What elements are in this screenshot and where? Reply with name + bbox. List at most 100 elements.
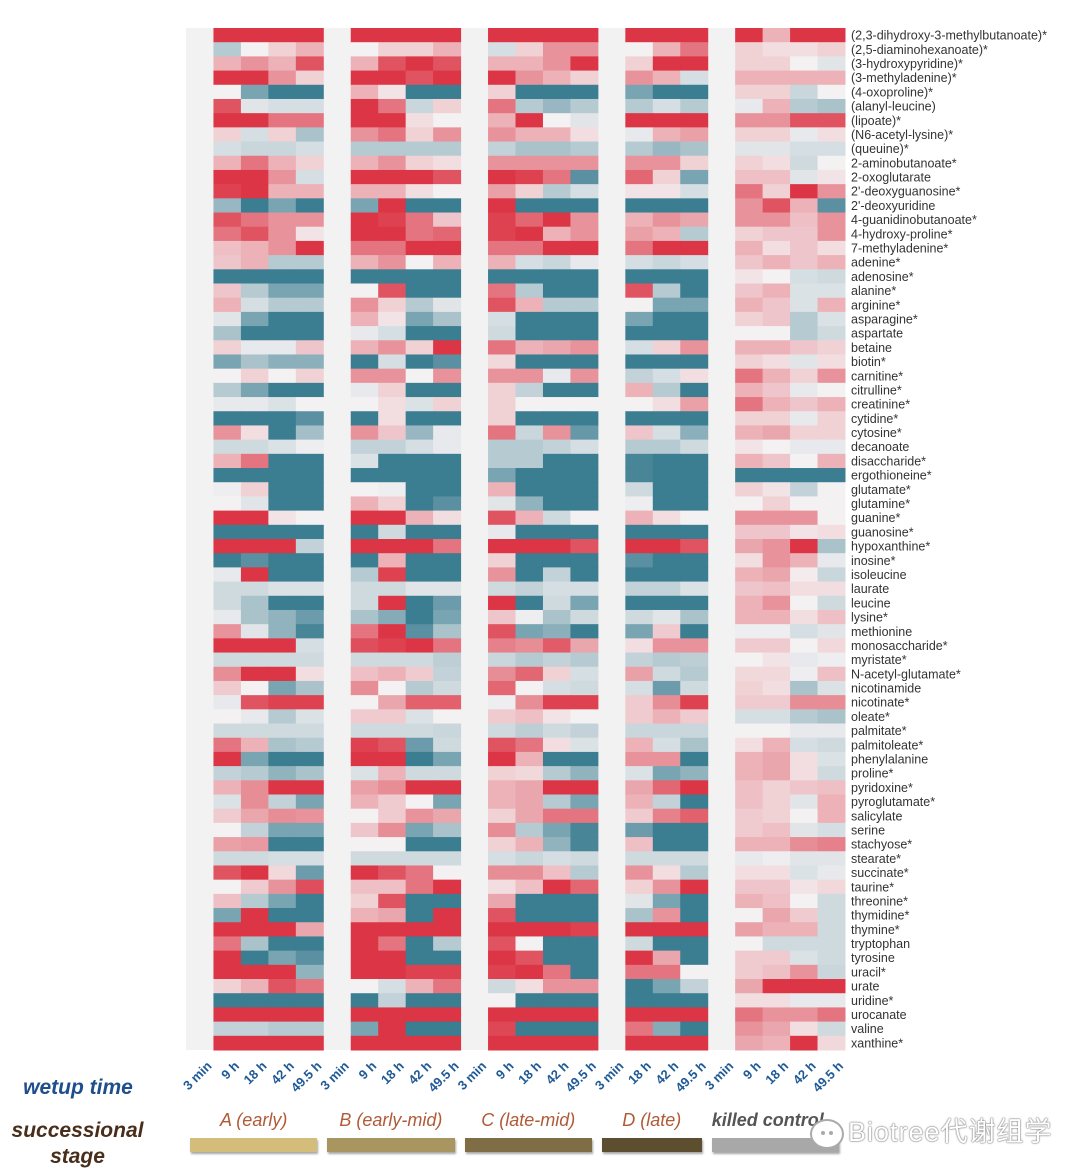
heatmap-cell — [817, 468, 846, 483]
heatmap-cell — [790, 70, 819, 86]
heatmap-cell — [652, 297, 681, 313]
heatmap-cell — [625, 56, 654, 72]
heatmap-cell — [625, 255, 654, 270]
heatmap-cell — [515, 28, 544, 43]
heatmap-cell — [350, 822, 379, 838]
heatmap-cell — [680, 326, 709, 341]
heatmap-cell — [652, 482, 681, 497]
heatmap-cell — [762, 993, 791, 1008]
heatmap-cell — [790, 382, 819, 398]
heatmap-cell — [735, 766, 764, 781]
heatmap-cell — [515, 964, 544, 980]
heatmap-cell — [433, 98, 462, 114]
heatmap-cell — [762, 893, 791, 909]
heatmap-cell — [652, 950, 681, 966]
heatmap-cell — [680, 524, 709, 540]
heatmap-cell — [213, 751, 242, 767]
heatmap-cell — [268, 652, 297, 668]
heatmap-cell — [240, 737, 269, 753]
heatmap-cell — [295, 751, 324, 767]
x-tick-label: 9 h — [740, 1058, 764, 1082]
heatmap-cell — [542, 822, 571, 838]
heatmap-cell — [488, 453, 516, 469]
heatmap-cell — [762, 70, 791, 86]
heatmap-cell — [652, 794, 681, 810]
heatmap-cell — [488, 482, 516, 497]
heatmap-cell — [268, 851, 297, 866]
no-data-column — [460, 28, 489, 1050]
heatmap-cell — [542, 709, 571, 725]
heatmap-cell — [625, 198, 654, 214]
heatmap-cell — [488, 98, 516, 114]
heatmap-cell — [515, 865, 544, 881]
heatmap-cell — [570, 964, 599, 980]
heatmap-cell — [488, 354, 516, 370]
heatmap-cell — [790, 28, 819, 43]
heatmap-cell — [570, 1021, 599, 1037]
row-label: guanine* — [851, 511, 900, 525]
heatmap-cell — [213, 737, 242, 753]
heatmap-cell — [817, 766, 846, 781]
x-tick-label: 9 h — [493, 1058, 517, 1082]
heatmap-cell — [295, 936, 324, 952]
heatmap-cell — [570, 581, 599, 597]
heatmap-cell — [762, 169, 791, 185]
heatmap-cell — [570, 382, 599, 398]
heatmap-cell — [213, 979, 242, 994]
heatmap-cell — [350, 84, 379, 100]
row-label: asparagine* — [851, 312, 918, 326]
heatmap-cell — [433, 794, 462, 810]
heatmap-cell — [570, 524, 599, 540]
heatmap-cell — [790, 553, 819, 568]
no-data-column — [707, 28, 736, 1050]
heatmap-cell — [762, 240, 791, 256]
heatmap-cell — [433, 936, 462, 952]
heatmap-cell — [762, 1007, 791, 1023]
heatmap-cell — [378, 851, 407, 866]
heatmap-cell — [735, 326, 764, 341]
heatmap-cell — [515, 255, 544, 270]
heatmap-cell — [652, 198, 681, 214]
heatmap-cell — [570, 737, 599, 753]
heatmap-cell — [295, 524, 324, 540]
heatmap-cell — [790, 865, 819, 881]
heatmap-cell — [350, 326, 379, 341]
row-label: citrulline* — [851, 383, 902, 397]
heatmap-cell — [515, 127, 544, 143]
heatmap-cell — [213, 1035, 242, 1051]
row-label: biotin* — [851, 355, 886, 369]
heatmap-cell — [680, 539, 709, 554]
heatmap-cell — [433, 453, 462, 469]
heatmap-cell — [240, 822, 269, 838]
heatmap-cell — [350, 766, 379, 781]
heatmap-cell — [735, 411, 764, 426]
heatmap-cell — [433, 155, 462, 171]
heatmap-cell — [570, 482, 599, 497]
stage-label: B (early-mid) — [339, 1110, 443, 1130]
heatmap-cell — [542, 411, 571, 426]
heatmap-cell — [817, 524, 846, 540]
heatmap-cell — [378, 638, 407, 654]
heatmap-cell — [652, 127, 681, 143]
heatmap-cell — [405, 666, 434, 682]
row-label: (2,3-dihydroxy-3-methylbutanoate)* — [851, 29, 1047, 43]
heatmap-cell — [515, 709, 544, 725]
heatmap-cell — [625, 979, 654, 994]
heatmap-cell — [680, 141, 709, 157]
heatmap-cell — [405, 354, 434, 370]
heatmap-cell — [625, 113, 654, 128]
heatmap-cell — [735, 354, 764, 370]
heatmap-cell — [735, 1035, 764, 1051]
heatmap-cell — [295, 539, 324, 554]
heatmap-cell — [268, 936, 297, 952]
heatmap-cell — [680, 84, 709, 100]
heatmap-cell — [433, 879, 462, 895]
heatmap-cell — [790, 368, 819, 384]
heatmap-cell — [515, 113, 544, 128]
row-label: thymidine* — [851, 909, 909, 923]
heatmap-cell — [268, 184, 297, 199]
heatmap-cell — [542, 283, 571, 299]
heatmap-cell — [350, 737, 379, 753]
heatmap-cell — [515, 56, 544, 72]
heatmap-cell — [378, 539, 407, 554]
